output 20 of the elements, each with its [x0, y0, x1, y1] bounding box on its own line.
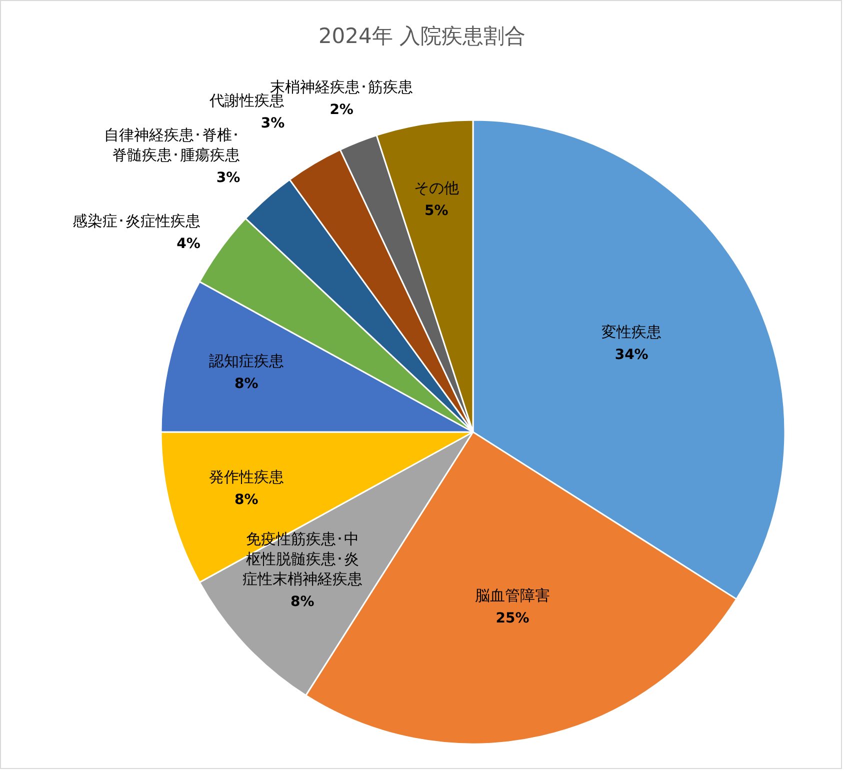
slice-label: その他 — [414, 178, 459, 197]
slice-label: 代謝性疾患 — [208, 92, 285, 110]
data-label: 3% — [260, 116, 285, 132]
data-label: 8% — [234, 492, 258, 508]
data-label: 4% — [176, 236, 200, 252]
slice-label: 免疫性筋疾患･中枢性脱髄疾患･炎症性末梢神経疾患 — [242, 530, 362, 588]
data-label: 8% — [290, 594, 314, 610]
data-label: 3% — [216, 170, 240, 186]
data-label: 5% — [424, 202, 448, 219]
slice-label: 自律神経疾患･脊椎･脊髄疾患･腫瘍疾患 — [104, 126, 240, 164]
data-label: 25% — [496, 610, 530, 627]
slice-label: 発作性疾患 — [208, 468, 284, 486]
slice-label: 変性疾患 — [602, 322, 662, 341]
data-label: 34% — [614, 346, 648, 363]
data-label: 8% — [234, 376, 258, 392]
slice-label: 認知症疾患 — [208, 352, 284, 370]
slice-label: 脳血管障害 — [474, 586, 550, 605]
data-label: 2% — [330, 102, 354, 118]
chart-title: 2024年 入院疾患割合 — [318, 24, 526, 48]
slice-label: 感染症･炎症性疾患 — [72, 212, 200, 230]
